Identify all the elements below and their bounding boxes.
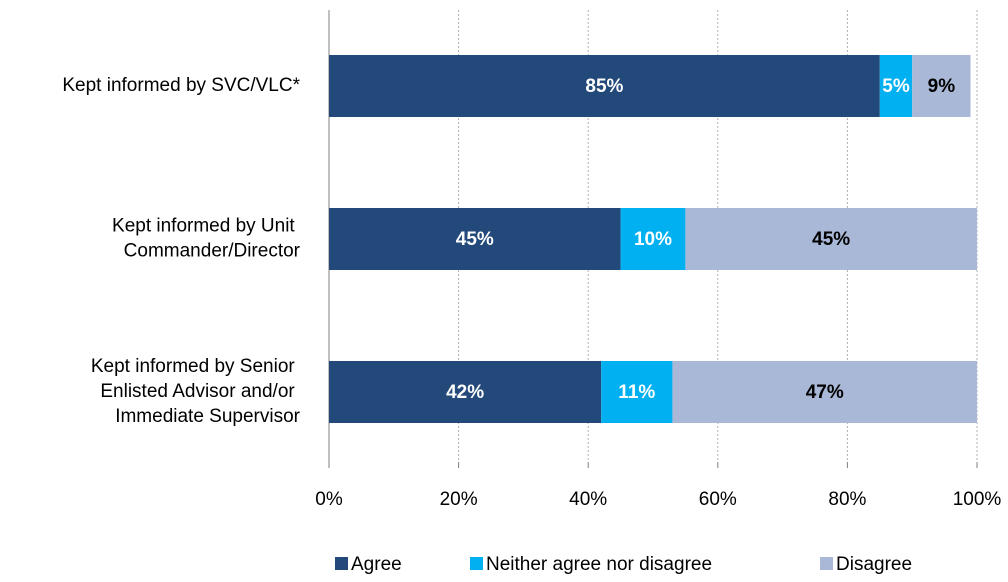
- bar-segment: [329, 55, 880, 117]
- legend-swatch: [335, 557, 348, 570]
- y-tick-label: Kept informed by Unit Commander/Director: [112, 216, 301, 262]
- x-tick-label: 80%: [828, 489, 866, 510]
- legend-label: Disagree: [836, 554, 912, 575]
- bar-segment: [685, 208, 977, 270]
- data-label: 11%: [618, 382, 655, 403]
- bar-segment: [601, 361, 673, 423]
- data-label: 47%: [806, 382, 844, 403]
- data-label: 45%: [812, 229, 850, 250]
- legend-swatch: [470, 557, 483, 570]
- data-label: 10%: [634, 229, 672, 250]
- x-tick-label: 40%: [569, 489, 607, 510]
- data-label: 42%: [446, 382, 484, 403]
- bar-segment: [912, 55, 971, 117]
- legend-label: Agree: [351, 554, 402, 575]
- y-tick-label: Kept informed by SVC/VLC*: [62, 75, 300, 96]
- y-tick-label: Kept informed by Senior Enlisted Advisor…: [91, 356, 301, 427]
- bar-segment: [329, 208, 621, 270]
- bar-segment: [879, 55, 913, 117]
- data-label: 5%: [882, 76, 910, 97]
- legend-swatch: [820, 557, 833, 570]
- x-tick-label: 100%: [953, 489, 1002, 510]
- bar-segment: [329, 361, 602, 423]
- x-tick-label: 60%: [699, 489, 737, 510]
- data-label: 45%: [456, 229, 494, 250]
- legend-label: Neither agree nor disagree: [486, 554, 712, 575]
- bar-segment: [672, 361, 977, 423]
- data-label: 85%: [585, 76, 623, 97]
- bar-segment: [620, 208, 686, 270]
- x-tick-label: 20%: [440, 489, 478, 510]
- data-label: 9%: [928, 76, 956, 97]
- x-tick-label: 0%: [315, 489, 343, 510]
